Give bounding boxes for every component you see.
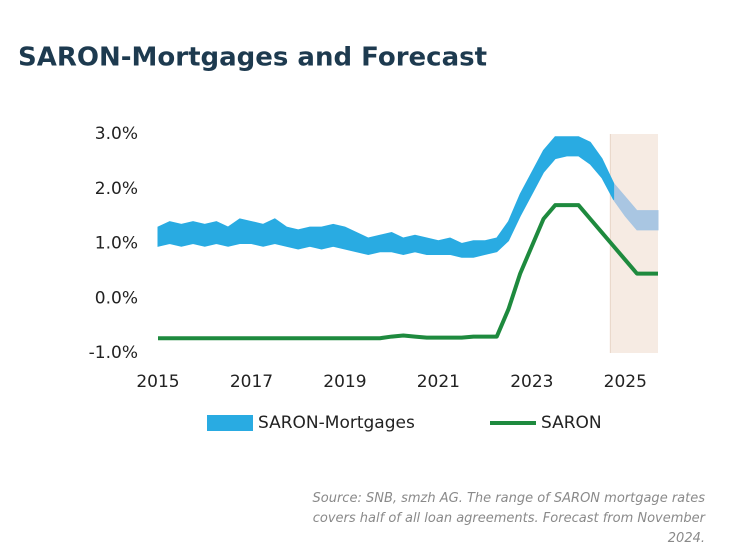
x-tick-label: 2021 — [417, 372, 460, 392]
chart-title: SARON-Mortgages and Forecast — [18, 43, 487, 73]
forecast-band — [613, 181, 659, 231]
legend-label: SARON-Mortgages — [258, 413, 415, 433]
y-tick-label: 3.0% — [95, 124, 138, 144]
saron-line — [158, 203, 658, 341]
y-tick-label: 1.0% — [95, 234, 138, 254]
y-tick-label: 2.0% — [95, 179, 138, 199]
x-tick-label: 2025 — [604, 372, 647, 392]
legend-label: SARON — [541, 413, 602, 433]
source-note: Source: SNB, smzh AG. The range of SARON… — [312, 491, 705, 546]
x-tick-label: 2017 — [230, 372, 273, 392]
x-tick-label: 2019 — [323, 372, 366, 392]
mortgage-band — [157, 136, 615, 258]
legend-swatch — [207, 415, 253, 431]
forecast-shade — [610, 134, 658, 353]
x-tick-label: 2015 — [136, 372, 179, 392]
y-tick-label: 0.0% — [95, 288, 138, 308]
y-tick-label: -1.0% — [89, 343, 138, 363]
x-tick-label: 2023 — [510, 372, 553, 392]
